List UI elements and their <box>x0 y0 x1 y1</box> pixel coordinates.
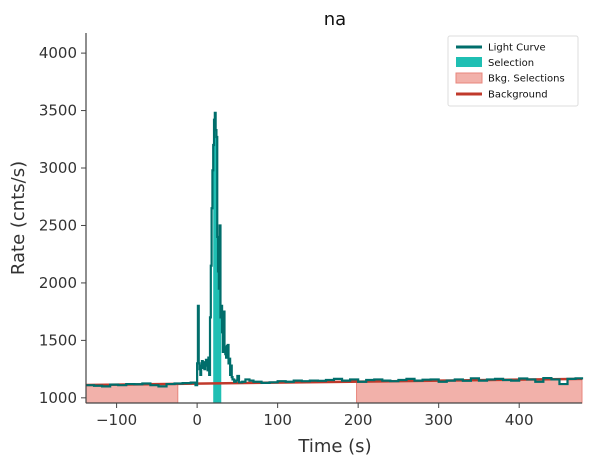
light-curve <box>86 111 584 388</box>
y-tick-label: 4000 <box>39 44 77 62</box>
x-tick-label: 200 <box>344 411 373 429</box>
legend-label-background: Background <box>488 90 548 101</box>
legend-label-bkg-selections: Bkg. Selections <box>488 74 565 85</box>
legend: Light Curve Selection Bkg. Selections Ba… <box>447 35 579 107</box>
legend-label-light-curve: Light Curve <box>488 43 546 54</box>
y-tick-label: 1500 <box>39 331 77 349</box>
legend-swatch-selection <box>456 57 482 67</box>
legend-label-selection: Selection <box>488 58 534 69</box>
y-tick-label: 1000 <box>39 389 77 407</box>
x-tick-label: 300 <box>424 411 453 429</box>
y-tick-label: 2500 <box>39 216 77 234</box>
y-tick-label: 3000 <box>39 159 77 177</box>
chart-title: na <box>324 9 346 30</box>
legend-item-selection: Selection <box>456 57 534 69</box>
x-tick-label: −100 <box>96 411 137 429</box>
legend-item-light-curve: Light Curve <box>456 43 546 54</box>
y-tick-label: 2000 <box>39 274 77 292</box>
x-tick-label: 100 <box>263 411 292 429</box>
legend-item-bkg-selections: Bkg. Selections <box>455 72 565 85</box>
x-tick-label: 0 <box>192 411 202 429</box>
y-axis-label: Rate (cnts/s) <box>8 161 29 275</box>
legend-swatch-bkg-selections <box>455 72 483 84</box>
x-axis-label: Time (s) <box>297 436 371 457</box>
axes <box>85 33 582 404</box>
legend-item-background: Background <box>456 90 548 101</box>
x-axis-ticks: −100 0 100 200 300 400 <box>96 403 534 429</box>
light-curve-line <box>86 111 584 388</box>
x-tick-label: 400 <box>505 411 534 429</box>
legend-box <box>447 35 579 107</box>
y-axis-ticks: 1000 1500 2000 2500 3000 3500 4000 <box>39 44 86 407</box>
y-tick-label: 3500 <box>39 102 77 120</box>
